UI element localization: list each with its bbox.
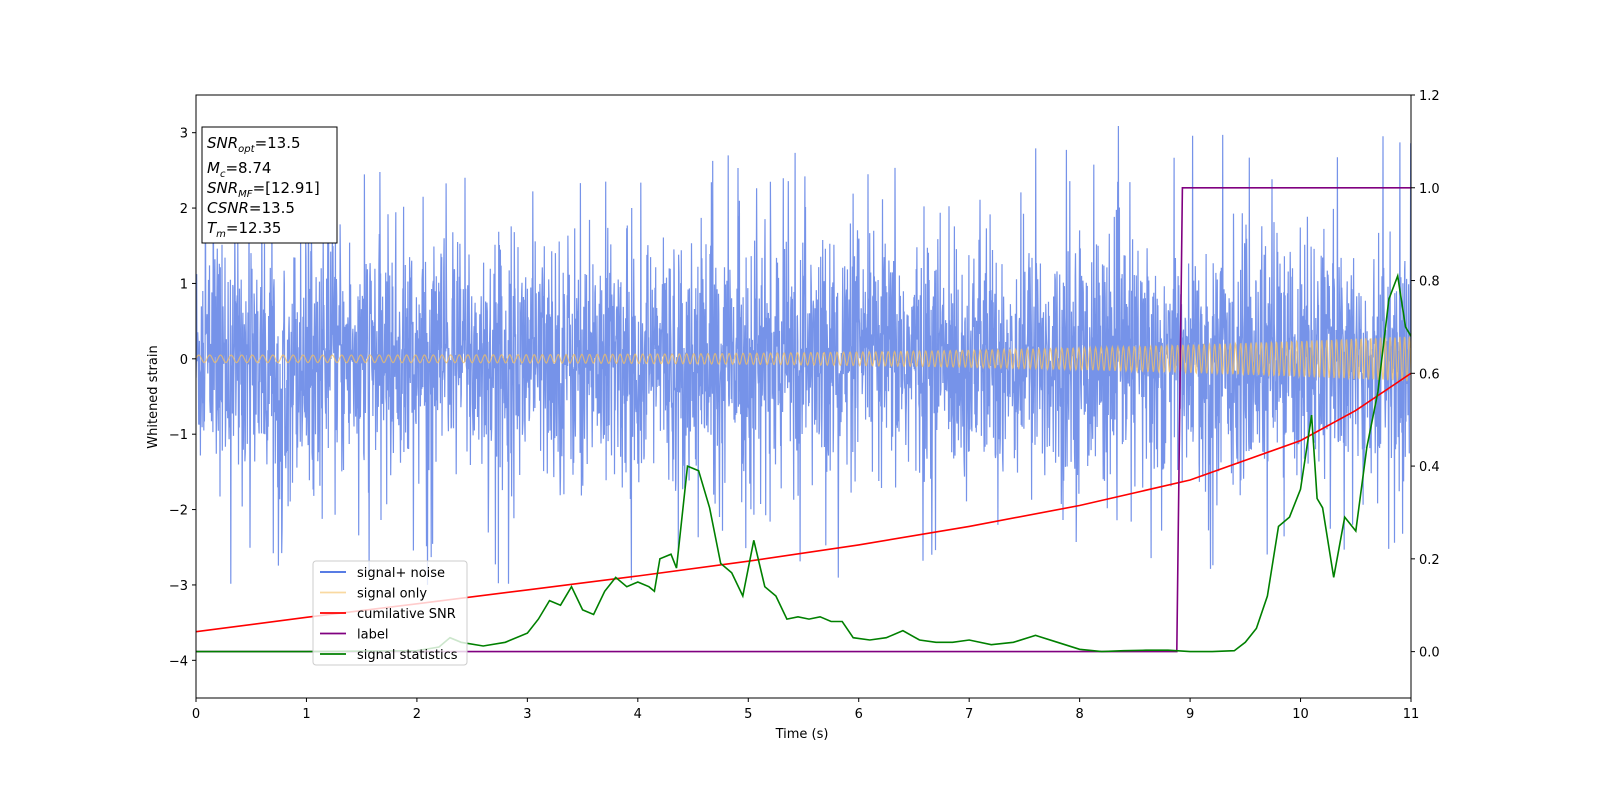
x-tick-label: 7 xyxy=(965,707,973,722)
x-tick-label: 10 xyxy=(1292,707,1309,722)
x-tick-label: 3 xyxy=(523,707,531,722)
series-label-line xyxy=(196,187,1411,653)
y-axis-label: Whitened strain xyxy=(146,345,161,448)
legend-frame xyxy=(312,560,468,666)
y2-tick-label: 0.6 xyxy=(1419,367,1440,382)
legend-label-label: label xyxy=(357,628,388,643)
y2-tick-label: 0.0 xyxy=(1419,646,1440,661)
y2-tick-label: 0.2 xyxy=(1419,553,1440,568)
x-axis-label: Time (s) xyxy=(775,727,829,742)
axes-frame xyxy=(195,94,1412,699)
series-signal-statistics-line xyxy=(196,272,1411,653)
x-tick-label: 4 xyxy=(634,707,642,722)
series-signal-noise-line xyxy=(196,125,1411,585)
legend-label-cumilative-snr: cumilative SNR xyxy=(357,607,456,622)
y2-tick-label: 0.4 xyxy=(1419,460,1440,475)
y2-tick-label: 0.8 xyxy=(1419,275,1440,290)
y-tick-label: −4 xyxy=(169,654,188,669)
y2-tick-label: 1.2 xyxy=(1419,89,1440,104)
y-tick-label: −3 xyxy=(169,579,188,594)
x-tick-label: 6 xyxy=(855,707,863,722)
x-tick-label: 0 xyxy=(192,707,200,722)
csnr-annotation: CSNR=13.5 xyxy=(207,199,295,217)
y-tick-label: 3 xyxy=(180,127,188,142)
x-tick-label: 2 xyxy=(413,707,421,722)
info-box-frame xyxy=(201,126,338,244)
snr-mf-annotation: SNRMF=[12.91] xyxy=(207,179,320,200)
x-tick-label: 1 xyxy=(302,707,310,722)
mc-annotation: Mc=8.74 xyxy=(207,159,271,180)
legend-label-signal-statistics: signal statistics xyxy=(357,648,458,663)
legend-label-signal-noise: signal+ noise xyxy=(357,566,445,581)
y-axis-left: −4 −3 −2 −1 0 1 2 3 xyxy=(169,127,196,669)
y-axis-right: 0.0 0.2 0.4 0.6 0.8 1.0 1.2 xyxy=(1411,89,1440,661)
y-tick-label: 1 xyxy=(180,277,188,292)
y-tick-label: −1 xyxy=(169,428,188,443)
y-tick-label: −2 xyxy=(169,504,188,519)
x-tick-label: 11 xyxy=(1403,707,1420,722)
legend: signal+ noise signal only cumilative SNR la… xyxy=(312,560,468,666)
x-tick-label: 8 xyxy=(1075,707,1083,722)
x-axis: 0 1 2 3 4 5 6 7 8 9 10 11 xyxy=(192,698,1419,722)
y2-tick-label: 1.0 xyxy=(1419,182,1440,197)
legend-label-signal-only: signal only xyxy=(357,587,427,602)
y-tick-label: 2 xyxy=(180,202,188,217)
x-tick-label: 5 xyxy=(744,707,752,722)
tm-annotation: Tm=12.35 xyxy=(207,219,281,240)
y-tick-label: 0 xyxy=(180,353,188,368)
series-signal-only-line xyxy=(196,335,1411,382)
snr-opt-annotation: SNRopt=13.5 xyxy=(207,134,301,155)
x-tick-label: 9 xyxy=(1186,707,1194,722)
info-box: SNRopt=13.5 Mc=8.74 SNRMF=[12.91] CSNR=1… xyxy=(201,126,338,244)
